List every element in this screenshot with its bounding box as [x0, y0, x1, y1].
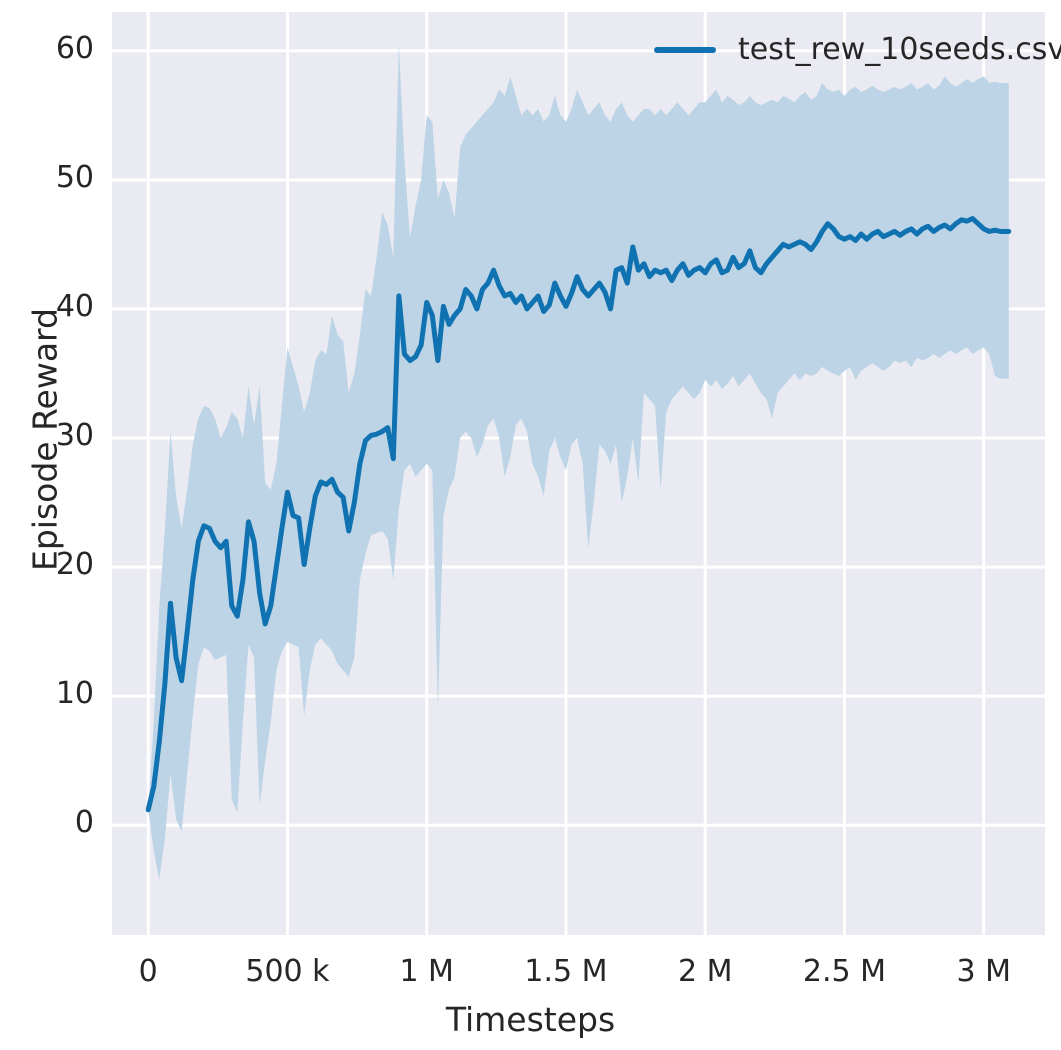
- plot-svg: [112, 12, 1045, 935]
- plot-area: [112, 12, 1045, 935]
- x-tick-label: 500 k: [245, 954, 330, 989]
- x-tick-label: 0: [138, 954, 158, 989]
- confidence-band: [148, 44, 1009, 880]
- mean-line: [145, 216, 1012, 813]
- y-axis-title: Episode Reward: [25, 308, 65, 571]
- x-tick-label: 1.5 M: [524, 954, 608, 989]
- y-tick-label: 50: [55, 159, 94, 195]
- y-axis-title-wrap: Episode Reward: [26, 160, 65, 720]
- y-tick-label: 20: [55, 547, 94, 583]
- chart-legend: test_rew_10seeds.csv: [648, 28, 1061, 71]
- x-axis-title: Timesteps: [445, 1000, 616, 1039]
- y-tick-label: 0: [74, 805, 94, 841]
- x-tick-label: 1 M: [399, 954, 454, 989]
- legend-label: test_rew_10seeds.csv: [738, 32, 1061, 67]
- y-tick-label: 30: [55, 418, 94, 453]
- x-tick-label: 2 M: [677, 954, 733, 989]
- y-tick-label: 10: [55, 676, 94, 712]
- y-tick-label: 40: [55, 288, 94, 324]
- x-tick-label: 2.5 M: [802, 954, 887, 989]
- y-tick-label: 60: [55, 30, 94, 66]
- legend-line-swatch: [654, 46, 716, 53]
- x-tick-label: 3 M: [956, 954, 1011, 989]
